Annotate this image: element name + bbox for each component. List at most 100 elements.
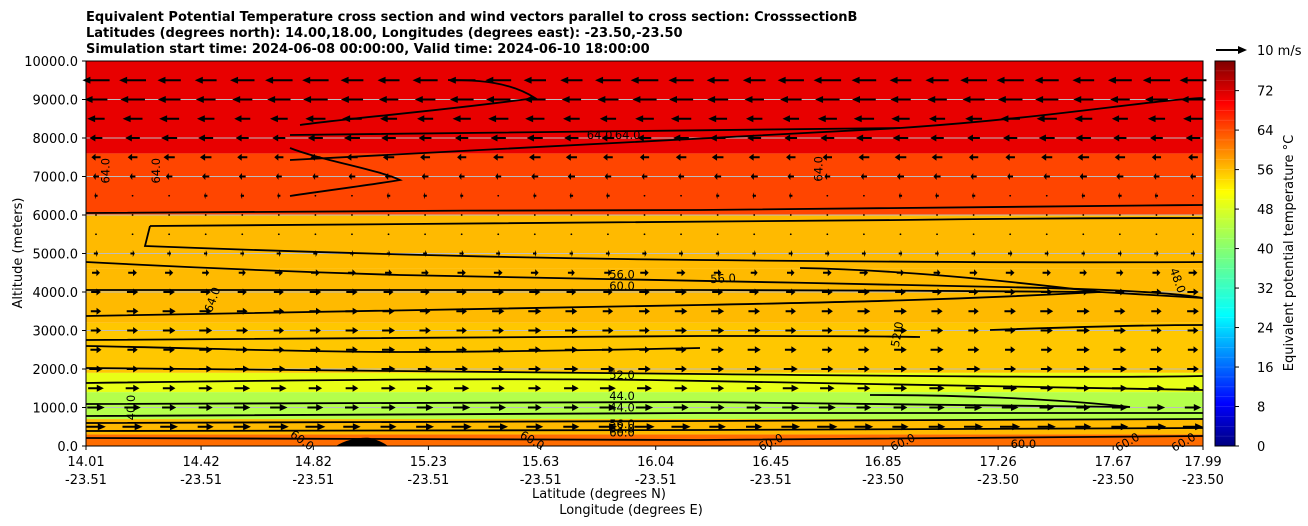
plot-area: 64.0 64.064.0 64.064.064.056.060.056.0 48.0… — [82, 60, 1207, 455]
y-axis-label: Altitude (meters) — [11, 198, 26, 309]
wind-vector — [272, 365, 286, 373]
wind-vector — [1153, 173, 1160, 180]
wind-vector — [967, 346, 980, 354]
wind-vector — [671, 423, 691, 431]
x-tick-lat: 17.67 — [1095, 455, 1132, 470]
contour-line — [85, 435, 1204, 442]
title-line-2: Latitudes (degrees north): 14.00,18.00, … — [86, 26, 683, 41]
wind-vector — [963, 423, 984, 431]
colorbar-tick-label: 0 — [1257, 440, 1265, 455]
wind-vector — [1150, 346, 1162, 354]
wind-vector — [635, 404, 654, 411]
wind-vector — [1003, 134, 1018, 142]
wind-vector — [822, 346, 833, 354]
wind-vector — [749, 288, 759, 296]
contour-label: 40.0 — [124, 395, 138, 421]
wind-vector — [1147, 115, 1166, 123]
wind-vector — [893, 384, 908, 392]
wind-vector — [927, 96, 947, 103]
wind-vector — [964, 404, 983, 411]
wind-vector — [309, 365, 322, 373]
wind-vector — [343, 423, 361, 431]
wind-vector — [452, 404, 471, 411]
wind-vector — [1118, 192, 1122, 200]
wind-vector — [925, 76, 949, 84]
wind-vector — [234, 404, 251, 411]
wind-vector — [565, 327, 578, 334]
wind-vector — [1042, 269, 1051, 277]
wind-vector — [1155, 214, 1158, 216]
wind-vector — [343, 134, 360, 142]
wind-vector — [162, 384, 176, 392]
wind-vector — [382, 327, 395, 334]
wind-vector — [122, 423, 143, 431]
wind-vector — [1072, 76, 1095, 84]
wind-vector — [643, 233, 646, 236]
wind-vector — [889, 76, 912, 84]
wind-vector — [639, 346, 650, 354]
wind-vector — [314, 214, 317, 216]
wind-vector — [1045, 233, 1048, 236]
wind-vector — [345, 327, 359, 334]
wind-vector — [350, 250, 354, 257]
wind-vector — [932, 288, 942, 296]
wind-vector — [709, 423, 726, 431]
wind-vector — [161, 134, 178, 142]
wind-vector — [268, 423, 289, 431]
wind-vector — [891, 115, 910, 123]
contour-label: 60.0 — [609, 426, 635, 440]
wind-vector — [460, 233, 463, 236]
wind-vector — [747, 134, 762, 142]
wind-vector — [485, 76, 512, 84]
wind-vector — [1154, 250, 1159, 257]
wind-vector — [274, 153, 284, 161]
wind-vector — [452, 115, 471, 123]
wind-vector — [823, 269, 832, 277]
wind-vector — [785, 327, 797, 334]
colorbar-tick-label: 16 — [1257, 361, 1274, 376]
wind-vector — [752, 192, 756, 200]
wind-vector — [898, 250, 903, 257]
wind-vector — [204, 192, 208, 200]
wind-vector — [1118, 214, 1121, 216]
wind-vector — [202, 173, 210, 180]
wind-vector — [162, 307, 176, 315]
wind-vector — [345, 404, 359, 411]
wind-vector — [528, 384, 542, 392]
wind-vector — [971, 250, 976, 257]
wind-vector — [451, 423, 472, 431]
wind-vector — [377, 76, 400, 84]
wind-vector — [1009, 214, 1012, 216]
wind-vector — [233, 423, 251, 431]
wind-vector — [1111, 115, 1128, 123]
wind-vector — [381, 365, 396, 373]
wind-vector — [194, 76, 217, 84]
wind-vector — [1041, 153, 1053, 161]
wind-vector — [198, 365, 213, 373]
wind-vector — [746, 404, 762, 411]
wind-vector — [753, 233, 756, 236]
wind-vector — [1045, 194, 1048, 197]
wind-vector — [673, 404, 689, 411]
wind-vector — [858, 346, 870, 354]
x-tick-lat: 15.63 — [522, 455, 559, 470]
wind-vector — [599, 115, 617, 123]
wind-vector — [639, 327, 650, 334]
colorbar-gradient — [1215, 61, 1235, 446]
wind-vector — [786, 153, 796, 161]
wind-vector — [237, 288, 247, 296]
wind-vector — [310, 346, 321, 354]
wind-vector — [899, 214, 902, 216]
wind-vector — [235, 346, 249, 354]
wind-vector — [456, 346, 467, 354]
wind-vector — [131, 194, 134, 197]
wind-vector — [381, 384, 396, 392]
wind-vector — [818, 404, 836, 411]
wind-vector — [1009, 194, 1012, 197]
wind-vector — [1041, 346, 1053, 354]
wind-vector — [858, 365, 870, 373]
wind-vector — [893, 327, 908, 334]
wind-vector — [488, 115, 509, 123]
wind-vector — [236, 307, 248, 315]
wind-vector — [564, 346, 578, 354]
